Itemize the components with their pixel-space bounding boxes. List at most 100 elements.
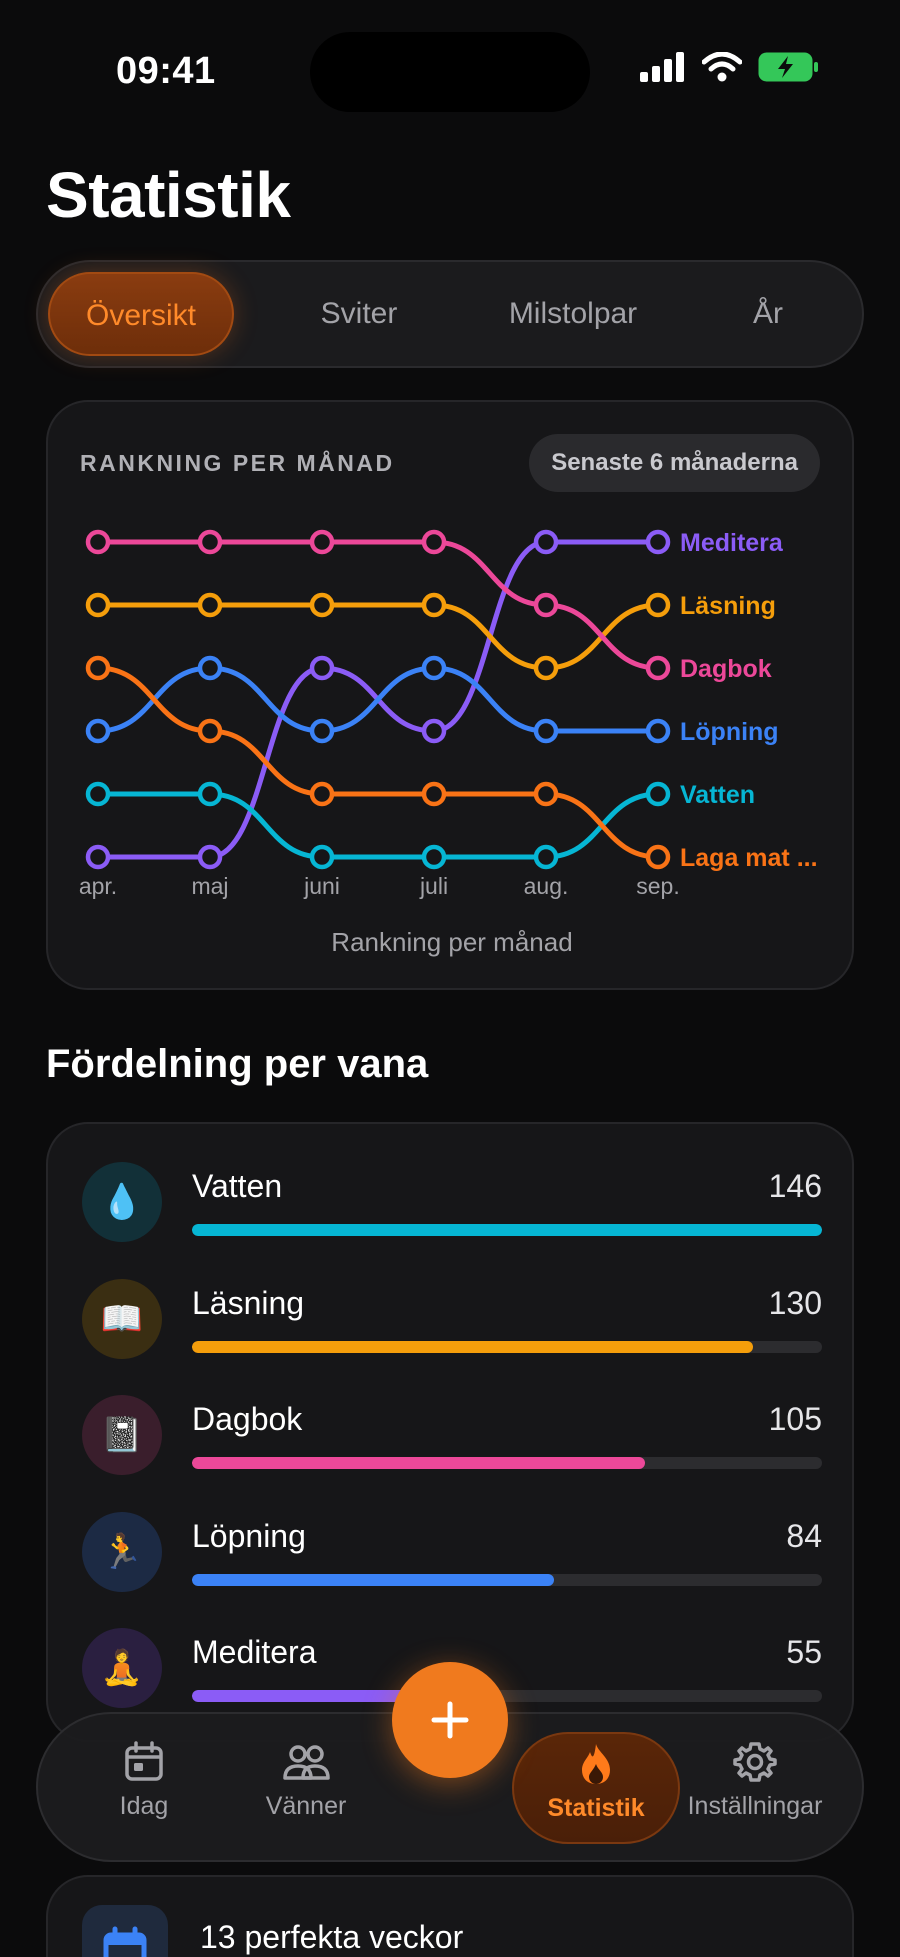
ranking-header: RANKNING PER MÅNAD (80, 450, 395, 476)
series-point[interactable] (197, 592, 223, 618)
habit-row[interactable]: 🏃 Löpning 84 (82, 1511, 822, 1596)
series-point[interactable] (309, 781, 335, 807)
signal-icon (640, 52, 684, 82)
period-selector[interactable]: Senaste 6 månaderna (529, 434, 820, 492)
nav-statistik[interactable]: Statistik (512, 1732, 680, 1844)
series-point[interactable] (85, 655, 111, 681)
series-point[interactable] (197, 718, 223, 744)
series-point[interactable] (85, 718, 111, 744)
series-point[interactable] (645, 529, 671, 555)
series-point[interactable] (645, 655, 671, 681)
series-point[interactable] (309, 592, 335, 618)
x-tick-label: apr. (79, 873, 117, 899)
section-title-distribution: Fördelning per vana (46, 1042, 429, 1086)
nav-label: Idag (119, 1792, 169, 1820)
habit-icon: 💧 (82, 1162, 162, 1242)
series-point[interactable] (421, 718, 447, 744)
series-point[interactable] (197, 529, 223, 555)
habit-icon: 📖 (82, 1278, 162, 1359)
habit-name: Dagbok (192, 1401, 303, 1437)
habit-progress-fill (192, 1457, 646, 1469)
tab-sviter[interactable]: Sviter (320, 297, 398, 330)
series-point[interactable] (309, 655, 335, 681)
series-line-5 (95, 665, 661, 860)
summary-card[interactable]: 13 perfekta veckor (46, 1875, 854, 1957)
habit-count: 146 (768, 1168, 822, 1204)
calendar-icon (125, 1741, 163, 1781)
habit-progress-track (192, 1340, 822, 1353)
series-label: Laga mat ... (680, 844, 818, 872)
series-point[interactable] (421, 592, 447, 618)
series-point[interactable] (309, 529, 335, 555)
series-point[interactable] (309, 844, 335, 870)
nav-label: Statistik (547, 1794, 645, 1822)
habit-row[interactable]: 🧘 Meditera 55 (82, 1628, 822, 1712)
series-point[interactable] (533, 592, 559, 618)
series-point[interactable] (533, 844, 559, 870)
page-title: Statistik (46, 159, 291, 231)
tab-milstolpar[interactable]: Milstolpar (508, 297, 638, 330)
status-bar: 09:41 (0, 0, 900, 140)
habit-row[interactable]: 📓 Dagbok 105 (82, 1395, 822, 1479)
plus-icon (431, 1701, 469, 1739)
series-point[interactable] (421, 844, 447, 870)
habit-progress-track (192, 1457, 822, 1469)
nav-idag[interactable]: Idag (84, 1732, 204, 1844)
series-point[interactable] (85, 844, 111, 870)
segmented-tabs: Översikt Sviter Milstolpar År (36, 260, 864, 368)
ranking-chart: Meditera Läsning Dagbok Löpning Vatten Laga m… (79, 529, 818, 957)
series-point[interactable] (533, 718, 559, 744)
flame-icon (582, 1744, 610, 1784)
series-point[interactable] (645, 592, 671, 618)
series-point[interactable] (421, 529, 447, 555)
nav-label: Vänner (265, 1792, 347, 1820)
x-tick-label: aug. (524, 873, 569, 899)
habit-name: Löpning (192, 1517, 306, 1554)
series-point[interactable] (85, 592, 111, 618)
calendar-icon (103, 1926, 147, 1957)
series-point[interactable] (197, 844, 223, 870)
status-icons (640, 52, 820, 82)
nav-vanner[interactable]: Vänner (236, 1732, 376, 1844)
series-point[interactable] (645, 781, 671, 807)
x-tick-label: maj (191, 873, 228, 899)
habit-icon: 🏃 (82, 1511, 162, 1592)
status-time: 09:41 (116, 50, 216, 92)
habit-progress-fill (192, 1573, 555, 1586)
series-point[interactable] (85, 529, 111, 555)
summary-text: 13 perfekta veckor (200, 1919, 464, 1955)
calendar-badge (82, 1905, 168, 1957)
tab-ar[interactable]: År (753, 297, 783, 330)
habit-count: 84 (786, 1517, 822, 1554)
tab-oversikt[interactable]: Översikt (48, 272, 234, 356)
series-point[interactable] (421, 655, 447, 681)
habit-count: 105 (768, 1401, 822, 1437)
habit-icon: 📓 (82, 1395, 162, 1475)
series-point[interactable] (309, 718, 335, 744)
series-point[interactable] (533, 529, 559, 555)
habit-name: Vatten (192, 1168, 283, 1204)
nav-installningar[interactable]: Inställningar (680, 1732, 830, 1844)
series-point[interactable] (533, 655, 559, 681)
habit-row[interactable]: 📖 Läsning 130 (82, 1278, 822, 1363)
series-point[interactable] (197, 655, 223, 681)
habit-progress-fill (192, 1224, 822, 1236)
add-habit-button[interactable] (392, 1662, 508, 1778)
habit-row[interactable]: 💧 Vatten 146 (82, 1162, 822, 1246)
habit-count: 130 (768, 1284, 822, 1321)
series-point[interactable] (533, 781, 559, 807)
wifi-icon (702, 52, 742, 82)
nav-label: Inställningar (687, 1792, 823, 1820)
series-point[interactable] (197, 781, 223, 807)
habit-progress-track (192, 1224, 822, 1236)
habit-progress-fill (192, 1690, 430, 1702)
series-point[interactable] (421, 781, 447, 807)
x-tick-label: sep. (636, 873, 679, 899)
habit-icon: 🧘 (82, 1628, 162, 1708)
series-point[interactable] (645, 718, 671, 744)
habit-count: 55 (786, 1634, 822, 1670)
dynamic-island (310, 32, 590, 112)
series-point[interactable] (645, 844, 671, 870)
series-point[interactable] (85, 781, 111, 807)
ranking-card: RANKNING PER MÅNAD Senaste 6 månaderna M… (46, 400, 854, 990)
